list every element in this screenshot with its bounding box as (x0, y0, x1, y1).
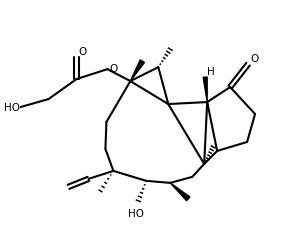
Polygon shape (130, 61, 145, 82)
Text: H: H (207, 67, 215, 77)
Text: O: O (109, 64, 118, 74)
Text: HO: HO (128, 208, 144, 218)
Text: HO: HO (4, 103, 20, 113)
Text: O: O (78, 47, 87, 57)
Text: O: O (250, 54, 258, 64)
Polygon shape (203, 78, 207, 103)
Polygon shape (170, 183, 190, 201)
